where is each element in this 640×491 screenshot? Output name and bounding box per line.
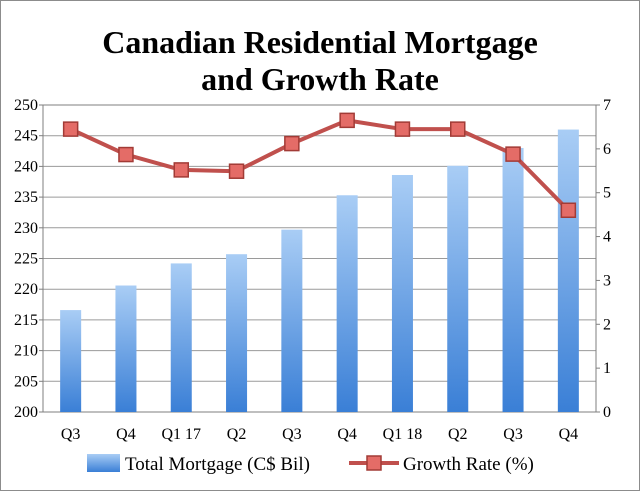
legend-swatch-marker — [366, 455, 382, 471]
y-left-tick-label: 220 — [14, 281, 38, 298]
y-left-tick-label: 250 — [14, 97, 38, 114]
y-left-tick-label: 245 — [14, 128, 38, 145]
x-tick-label: Q3 — [61, 426, 81, 443]
bar — [502, 147, 524, 413]
y-right-tick-label: 3 — [603, 272, 611, 289]
y-right-tick-label: 5 — [603, 185, 611, 202]
x-tick-label: Q4 — [116, 426, 136, 443]
growth-rate-point — [118, 146, 134, 163]
chart-title-line-1: Canadian Residential Mortgage — [102, 24, 538, 60]
y-left-tick-label: 235 — [14, 189, 38, 206]
bar — [115, 285, 137, 412]
growth-rate-point — [339, 112, 355, 129]
growth-rate-point — [62, 121, 79, 137]
legend-swatch-bars — [87, 454, 120, 472]
growth-rate-point — [505, 146, 521, 162]
y-left-tick-label: 205 — [14, 373, 38, 390]
chart-title-line-2: and Growth Rate — [201, 61, 439, 97]
y-right-tick-label: 2 — [603, 316, 611, 333]
bar — [226, 254, 248, 412]
bar — [281, 229, 303, 412]
y-right-tick-label: 1 — [603, 360, 611, 377]
bar — [557, 129, 579, 412]
x-tick-label: Q2 — [448, 426, 468, 443]
x-tick-label: Q1 17 — [161, 426, 201, 443]
y-right-tick-label: 6 — [603, 141, 611, 158]
growth-rate-point — [450, 121, 466, 137]
legend-label-line: Growth Rate (%) — [403, 454, 534, 475]
y-left-tick-label: 225 — [14, 251, 38, 268]
y-right-tick-label: 4 — [603, 229, 611, 246]
bar — [391, 174, 413, 412]
growth-rate-point — [560, 202, 577, 219]
growth-rate-point — [173, 162, 189, 178]
bar — [60, 310, 82, 412]
x-tick-label: Q2 — [227, 426, 247, 443]
y-left-tick-label: 240 — [14, 158, 38, 175]
y-right-tick-label: 7 — [603, 97, 611, 114]
y-right-tick-label: 0 — [603, 404, 611, 421]
x-tick-label: Q1 18 — [383, 426, 423, 443]
growth-rate-point — [394, 121, 411, 137]
y-left-tick-label: 210 — [14, 343, 38, 360]
y-left-tick-label: 215 — [14, 312, 38, 329]
x-tick-label: Q3 — [282, 426, 302, 443]
x-tick-label: Q4 — [559, 426, 579, 443]
bar — [336, 195, 358, 412]
x-tick-label: Q4 — [337, 426, 357, 443]
y-left-tick-label: 200 — [14, 404, 38, 421]
growth-rate-line — [69, 118, 570, 212]
legend-label-bars: Total Mortgage (C$ Bil) — [125, 454, 310, 475]
bar — [447, 165, 469, 412]
growth-rate-point — [284, 135, 300, 152]
x-tick-label: Q3 — [503, 426, 523, 443]
bar — [170, 263, 192, 412]
growth-rate-point — [228, 163, 245, 179]
y-left-tick-label: 230 — [14, 220, 38, 237]
